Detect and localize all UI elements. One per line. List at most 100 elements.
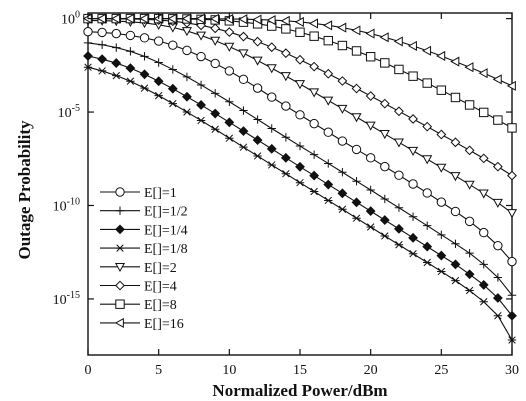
data-point bbox=[224, 27, 235, 37]
data-point bbox=[252, 14, 262, 25]
data-point bbox=[182, 91, 192, 102]
data-point bbox=[337, 76, 348, 86]
data-point bbox=[115, 299, 125, 309]
data-point bbox=[450, 172, 461, 182]
data-point bbox=[408, 114, 418, 124]
data-point bbox=[465, 286, 474, 295]
data-point bbox=[111, 13, 121, 24]
data-point bbox=[492, 293, 503, 303]
data-point bbox=[139, 33, 150, 43]
data-point bbox=[210, 36, 221, 46]
data-point bbox=[380, 194, 389, 204]
y-tick-label: 10-15 bbox=[53, 290, 80, 308]
data-point bbox=[380, 232, 389, 240]
data-point bbox=[450, 56, 460, 67]
data-point bbox=[253, 152, 262, 160]
data-point bbox=[324, 159, 333, 168]
x-tick-label: 30 bbox=[505, 363, 519, 378]
x-tick-label: 15 bbox=[293, 363, 307, 378]
data-point bbox=[492, 74, 502, 85]
y-axis-label: Outage Probability bbox=[15, 120, 34, 259]
x-tick-label: 10 bbox=[222, 363, 236, 378]
ticks-layer: 0 5 10 15 20 25 30 100 10-5 10-10 10-15 bbox=[53, 10, 519, 378]
data-point bbox=[309, 88, 320, 98]
data-point bbox=[394, 106, 404, 117]
data-point bbox=[168, 40, 178, 50]
data-point bbox=[436, 250, 447, 261]
x-tick-label: 20 bbox=[364, 363, 378, 378]
data-point bbox=[280, 15, 290, 26]
data-point bbox=[281, 133, 291, 142]
legend-label: E[]=4 bbox=[144, 280, 177, 295]
data-point bbox=[422, 188, 432, 198]
x-tick-label: 25 bbox=[434, 363, 448, 378]
data-point bbox=[252, 36, 263, 47]
data-point bbox=[125, 63, 136, 74]
data-point bbox=[225, 134, 234, 142]
data-point bbox=[436, 197, 447, 207]
data-point bbox=[125, 13, 135, 24]
data-point bbox=[195, 13, 205, 24]
data-point bbox=[507, 256, 517, 267]
data-point bbox=[338, 205, 347, 213]
data-point bbox=[379, 215, 390, 225]
data-point bbox=[139, 69, 150, 80]
data-point bbox=[450, 206, 461, 217]
data-point bbox=[423, 221, 432, 230]
data-point bbox=[337, 22, 347, 33]
series-layer bbox=[82, 13, 518, 344]
data-point bbox=[351, 46, 362, 56]
data-point bbox=[507, 170, 517, 181]
data-point bbox=[407, 40, 417, 51]
x-axis-label: Normalized Power/dBm bbox=[212, 381, 387, 400]
data-point bbox=[239, 143, 248, 151]
data-point bbox=[436, 85, 447, 95]
data-point bbox=[394, 241, 404, 249]
data-point bbox=[266, 42, 277, 53]
data-point bbox=[280, 72, 291, 82]
data-point bbox=[479, 107, 489, 118]
data-point bbox=[422, 155, 433, 165]
data-point bbox=[115, 280, 125, 291]
data-point bbox=[252, 135, 263, 145]
data-point bbox=[365, 52, 376, 62]
data-point bbox=[140, 52, 149, 61]
data-point bbox=[309, 170, 320, 181]
data-point bbox=[153, 76, 164, 87]
data-point bbox=[83, 51, 93, 61]
data-point bbox=[366, 223, 375, 231]
data-point bbox=[252, 83, 263, 93]
data-point bbox=[337, 40, 348, 51]
data-point bbox=[507, 290, 517, 300]
data-point bbox=[422, 241, 433, 252]
data-point bbox=[351, 113, 362, 123]
data-point bbox=[295, 110, 305, 120]
data-point bbox=[168, 65, 177, 74]
data-point bbox=[266, 15, 276, 26]
data-point bbox=[323, 20, 333, 31]
data-point bbox=[112, 71, 121, 80]
data-point bbox=[210, 23, 221, 34]
data-point bbox=[211, 89, 220, 98]
legend-label: E[]=1 bbox=[144, 186, 177, 201]
data-point bbox=[338, 168, 347, 177]
data-point bbox=[182, 45, 192, 56]
legend-item: E[]=1 bbox=[100, 186, 177, 201]
data-point bbox=[394, 223, 404, 234]
data-point bbox=[253, 115, 262, 124]
data-point bbox=[295, 54, 305, 65]
data-point bbox=[281, 170, 291, 178]
data-point bbox=[97, 27, 107, 38]
data-point bbox=[394, 64, 404, 75]
data-point bbox=[83, 26, 93, 37]
data-point bbox=[451, 239, 460, 249]
data-point bbox=[365, 28, 375, 39]
data-point bbox=[196, 116, 206, 125]
data-point bbox=[437, 230, 446, 240]
data-point bbox=[479, 260, 488, 269]
data-point bbox=[393, 138, 404, 148]
data-point bbox=[238, 126, 249, 137]
data-point bbox=[422, 78, 432, 88]
data-point bbox=[408, 212, 418, 221]
data-point bbox=[294, 80, 306, 90]
